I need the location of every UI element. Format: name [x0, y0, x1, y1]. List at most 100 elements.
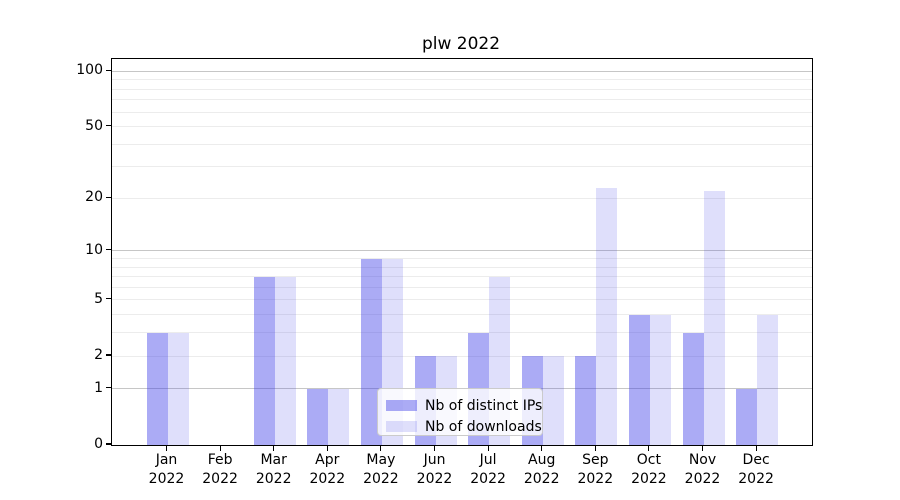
x-axis-tick-label: Jan 2022 [135, 451, 199, 489]
x-tick-year: 2022 [363, 471, 399, 487]
x-tick-mark [755, 445, 757, 451]
y-axis-tick-label: 1 [94, 379, 103, 396]
x-tick-mark [165, 445, 168, 451]
y-axis-tick-label: 50 [85, 117, 103, 134]
bar-downloads-mar [274, 276, 296, 445]
bar-ips-oct [628, 314, 650, 445]
gridline-minor [112, 299, 812, 301]
bar-downloads-aug [542, 356, 564, 445]
y-tick-mark [106, 354, 111, 356]
y-axis-tick-label: 2 [94, 347, 103, 363]
x-tick-month: Sep [582, 452, 609, 468]
gridline-minor [112, 79, 812, 81]
x-tick-month: Jan [155, 452, 178, 468]
gridline-minor [112, 88, 812, 90]
x-axis-tick-label: Jun 2022 [403, 451, 467, 489]
legend-item-downloads: Nb of downloads [386, 417, 542, 436]
y-tick-mark [106, 249, 111, 251]
x-tick-year: 2022 [202, 471, 238, 487]
x-tick-mark [219, 445, 221, 451]
x-axis-tick-label: Oct 2022 [617, 451, 681, 489]
x-axis-tick-label: Jul 2022 [456, 451, 520, 489]
x-axis-tick-label: May 2022 [349, 451, 413, 489]
x-tick-month: Jun [423, 452, 446, 468]
x-tick-month: May [366, 452, 396, 468]
x-tick-month: Apr [315, 452, 340, 468]
x-tick-year: 2022 [631, 471, 667, 487]
legend-item-distinct-ips: Nb of distinct IPs [386, 396, 542, 415]
x-tick-mark [487, 445, 489, 451]
gridline-minor [112, 276, 812, 278]
gridline-major [112, 70, 812, 72]
bar-ips-nov [682, 332, 704, 445]
x-tick-year: 2022 [470, 471, 506, 487]
x-tick-month: Aug [528, 452, 556, 468]
gridline-minor [112, 332, 812, 334]
chart-title: plw 2022 [421, 34, 501, 54]
x-tick-month: Oct [636, 452, 661, 468]
x-tick-year: 2022 [148, 471, 185, 487]
plot-area [111, 58, 813, 446]
x-axis-tick-label: Sep 2022 [563, 451, 627, 489]
x-axis-tick-label: Nov 2022 [671, 451, 735, 489]
x-tick-month: Dec [742, 452, 770, 468]
gridline-minor [112, 143, 812, 145]
y-tick-mark [106, 443, 111, 445]
y-tick-mark [106, 69, 111, 71]
bar-downloads-apr [328, 388, 350, 445]
x-tick-year: 2022 [523, 471, 560, 487]
x-tick-year: 2022 [416, 471, 453, 487]
x-tick-year: 2022 [684, 471, 721, 487]
x-tick-year: 2022 [738, 471, 774, 487]
y-tick-mark [106, 124, 111, 127]
x-tick-month: Nov [688, 452, 717, 468]
bar-ips-sep [575, 356, 597, 445]
gridline-major [112, 250, 812, 252]
bar-downloads-oct [649, 314, 671, 445]
gridline-minor [112, 99, 812, 101]
legend-label-downloads: Nb of downloads [425, 418, 542, 435]
bar-downloads-sep [596, 187, 618, 445]
gridline-minor [112, 126, 812, 127]
x-tick-mark [648, 445, 650, 451]
y-tick-mark [106, 196, 111, 198]
x-axis-tick-label: Mar 2022 [242, 451, 306, 489]
gridline-minor [112, 197, 812, 199]
bar-ips-may [360, 258, 382, 445]
x-tick-year: 2022 [255, 471, 292, 487]
x-tick-mark [594, 445, 596, 451]
legend-swatch-ips [386, 400, 417, 411]
bar-ips-apr [307, 388, 329, 445]
x-axis-tick-label: Feb 2022 [188, 451, 252, 489]
bar-ips-jan [146, 332, 168, 445]
x-tick-month: Jul [479, 452, 497, 468]
x-tick-mark [701, 445, 704, 451]
y-axis-tick-label: 20 [85, 189, 103, 206]
x-tick-mark [273, 445, 275, 451]
x-tick-mark [541, 445, 543, 451]
x-axis-tick-label: Dec 2022 [724, 451, 788, 489]
x-tick-month: Mar [260, 452, 287, 468]
x-tick-month: Feb [207, 452, 233, 468]
gridline-minor [112, 111, 812, 113]
bar-downloads-nov [703, 191, 725, 445]
bar-ips-mar [253, 276, 275, 445]
y-tick-mark [106, 387, 111, 389]
gridline-minor [112, 258, 812, 259]
x-axis-tick-label: Apr 2022 [295, 451, 359, 489]
gridline-minor [112, 314, 812, 316]
x-tick-mark [326, 445, 328, 451]
y-axis-tick-label: 100 [76, 62, 103, 79]
bar-ips-dec [736, 388, 758, 445]
x-tick-mark [433, 445, 436, 451]
x-axis-tick-label: Aug 2022 [510, 451, 574, 489]
x-tick-mark [380, 445, 382, 451]
gridline-minor [112, 266, 812, 268]
x-tick-year: 2022 [577, 471, 614, 487]
y-axis-tick-label: 5 [94, 290, 103, 307]
bar-downloads-dec [757, 314, 779, 445]
gridline-minor [112, 355, 812, 357]
y-tick-mark [106, 298, 111, 300]
x-tick-year: 2022 [309, 471, 346, 487]
